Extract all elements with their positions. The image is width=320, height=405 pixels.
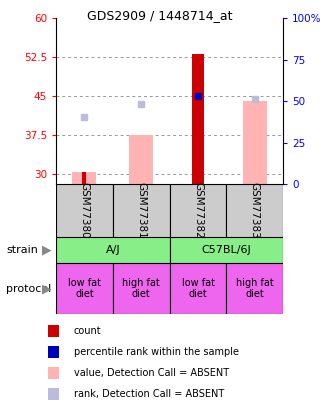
- Text: rank, Detection Call = ABSENT: rank, Detection Call = ABSENT: [74, 389, 224, 399]
- Text: percentile rank within the sample: percentile rank within the sample: [74, 347, 239, 357]
- Bar: [113, 184, 170, 237]
- Bar: [170, 263, 227, 314]
- Bar: [48, 346, 59, 358]
- Text: high fat
diet: high fat diet: [236, 278, 274, 299]
- Bar: [170, 184, 227, 237]
- Text: protocol: protocol: [6, 284, 52, 294]
- Bar: [48, 388, 59, 400]
- Text: ▶: ▶: [42, 243, 51, 257]
- Bar: [129, 135, 153, 184]
- Text: count: count: [74, 326, 101, 336]
- Text: GSM77381: GSM77381: [136, 182, 146, 239]
- Bar: [56, 184, 113, 237]
- Bar: [56, 237, 170, 263]
- Text: A/J: A/J: [106, 245, 120, 255]
- Text: C57BL/6J: C57BL/6J: [202, 245, 251, 255]
- Bar: [170, 237, 283, 263]
- Text: GSM77383: GSM77383: [250, 182, 260, 239]
- Text: high fat
diet: high fat diet: [122, 278, 160, 299]
- Bar: [56, 263, 113, 314]
- Bar: [48, 325, 59, 337]
- Bar: [227, 184, 283, 237]
- Text: GSM77382: GSM77382: [193, 182, 203, 239]
- Bar: [72, 173, 96, 184]
- Bar: [113, 263, 170, 314]
- Text: GDS2909 / 1448714_at: GDS2909 / 1448714_at: [87, 9, 233, 22]
- Bar: [83, 173, 86, 184]
- Bar: [243, 101, 267, 184]
- Text: GSM77380: GSM77380: [79, 182, 89, 239]
- Text: low fat
diet: low fat diet: [181, 278, 214, 299]
- Bar: [227, 263, 283, 314]
- Text: low fat
diet: low fat diet: [68, 278, 101, 299]
- Text: ▶: ▶: [42, 282, 51, 295]
- Bar: [48, 367, 59, 379]
- Text: value, Detection Call = ABSENT: value, Detection Call = ABSENT: [74, 368, 229, 378]
- Text: strain: strain: [6, 245, 38, 255]
- Bar: [192, 53, 204, 184]
